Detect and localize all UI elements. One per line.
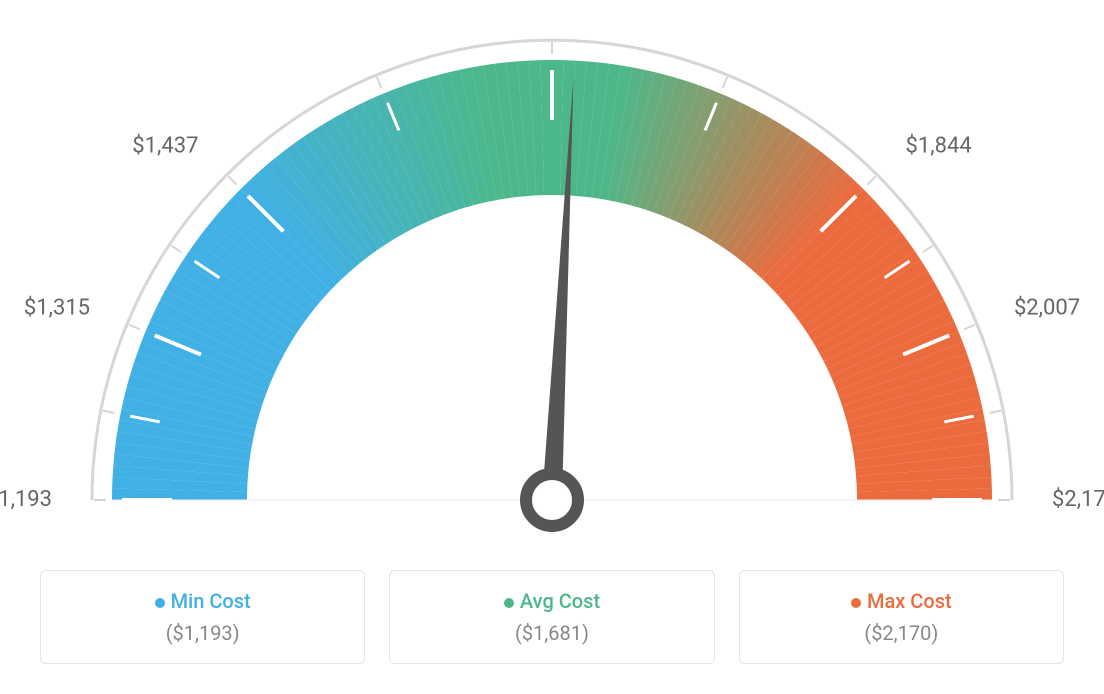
legend-title-text: Min Cost — [171, 589, 251, 613]
legend-dot-icon — [155, 598, 165, 608]
gauge-outer-tick — [377, 77, 382, 88]
legend-card-avg-cost: Avg Cost ($1,681) — [389, 570, 714, 664]
gauge-outer-tick — [103, 411, 115, 413]
gauge-outer-tick — [129, 325, 140, 330]
gauge-outer-tick — [171, 246, 181, 253]
legend-dot-icon — [851, 598, 861, 608]
gauge-outer-tick — [867, 176, 875, 184]
gauge-outer-tick — [989, 411, 1001, 413]
legend-title-text: Avg Cost — [520, 589, 600, 613]
legend-title-text: Max Cost — [867, 589, 952, 613]
legend-value: ($1,681) — [402, 621, 701, 645]
gauge-tick-label: $1,437 — [132, 133, 198, 158]
gauge-tick-label: $2,170 — [1052, 487, 1104, 512]
gauge-outer-tick — [228, 176, 236, 184]
legend-dot-icon — [504, 598, 514, 608]
legend-card-min-cost: Min Cost ($1,193) — [40, 570, 365, 664]
gauge-outer-tick — [923, 246, 933, 253]
legend-value: ($2,170) — [752, 621, 1051, 645]
gauge-tick-label: $1,844 — [906, 133, 972, 158]
gauge-tick-label: $1,315 — [24, 296, 90, 321]
gauge-outer-tick — [723, 77, 728, 88]
legend-card-max-cost: Max Cost ($2,170) — [739, 570, 1064, 664]
gauge-outer-tick — [964, 325, 975, 330]
legend-row: Min Cost ($1,193) Avg Cost ($1,681) Max Cost… — [0, 560, 1104, 694]
gauge-needle-hub — [526, 474, 578, 526]
legend-title: Max Cost — [752, 589, 1051, 613]
legend-title: Avg Cost — [402, 589, 701, 613]
gauge-tick-label: $1,193 — [0, 487, 52, 512]
legend-value: ($1,193) — [53, 621, 352, 645]
gauge-svg: $1,193$1,315$1,437$1,681$1,844$2,007$2,1… — [0, 0, 1104, 560]
gauge-tick-label: $2,007 — [1014, 296, 1080, 321]
cost-gauge: $1,193$1,315$1,437$1,681$1,844$2,007$2,1… — [0, 0, 1104, 560]
legend-title: Min Cost — [53, 589, 352, 613]
